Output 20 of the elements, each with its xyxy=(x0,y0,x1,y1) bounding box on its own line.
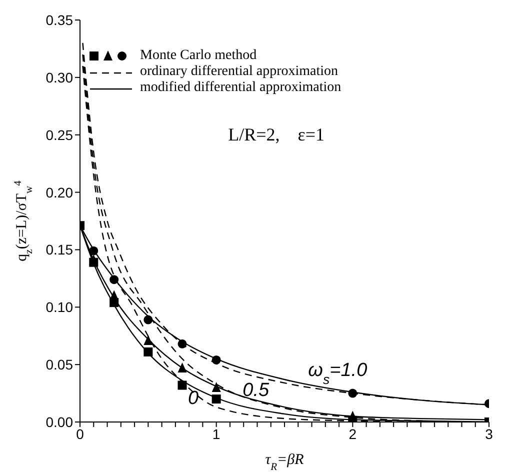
x-tick-label: 1 xyxy=(212,426,220,442)
y-tick-label: 0.10 xyxy=(46,299,74,316)
y-tick-label: 0.00 xyxy=(46,414,74,430)
y-tick-label: 0.35 xyxy=(46,12,74,28)
y-tick-label: 0.20 xyxy=(46,184,74,200)
y-tick-label: 0.25 xyxy=(46,126,74,143)
annotation: L/R=2, ε=1 xyxy=(228,124,325,145)
x-axis-title: τ$_{R}$=βR xyxy=(265,452,304,472)
y-tick-label: 0.05 xyxy=(46,356,74,373)
legend-label: Monte Carlo method xyxy=(140,48,257,64)
y-tick-label: 0.15 xyxy=(46,242,74,258)
x-tick-label: 2 xyxy=(348,426,357,442)
legend-label: ordinary differential approximation xyxy=(140,64,338,80)
x-tick-label: 3 xyxy=(485,426,494,442)
annotation: ω$_{s}$=1.0 xyxy=(308,360,368,386)
annotation: 0.5 xyxy=(242,380,270,401)
y-tick-label: 0.30 xyxy=(46,69,74,86)
annotation: 0 xyxy=(188,388,200,409)
x-tick-label: 0 xyxy=(76,426,84,442)
legend-label: modified differential approximation xyxy=(140,80,342,96)
